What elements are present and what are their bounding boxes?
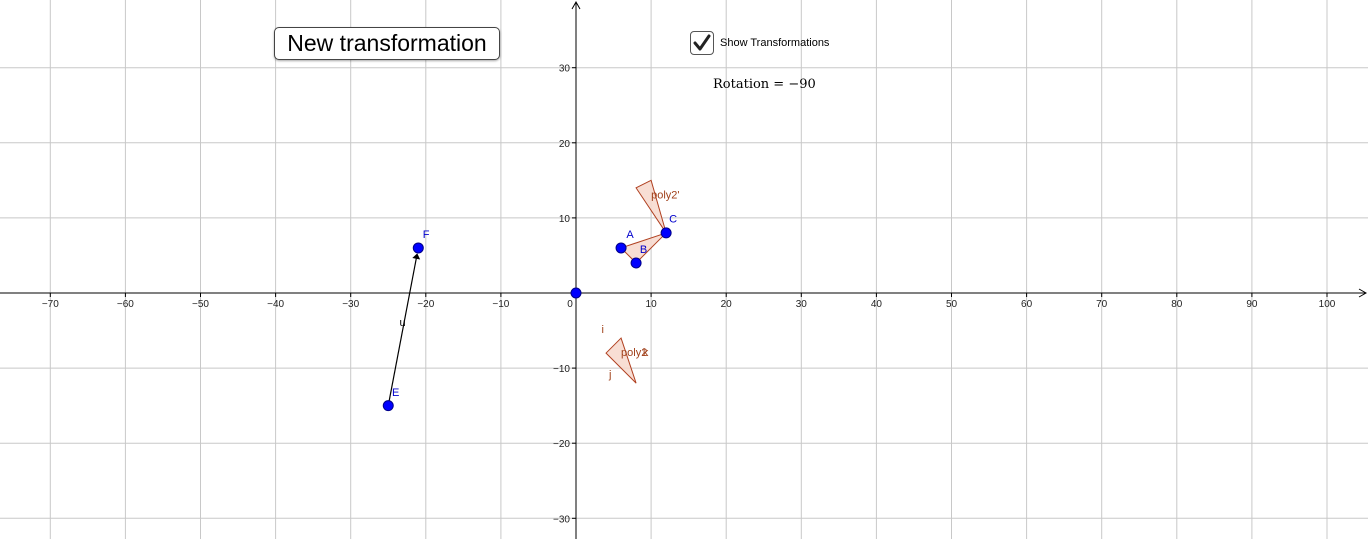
x-tick-label: −60 [117,299,134,310]
x-tick-label: −40 [267,299,284,310]
x-tick-label: 100 [1319,299,1336,310]
polygon-abc[interactable] [620,232,667,264]
point-label-A: A [626,229,634,241]
x-tick-label: −70 [42,299,59,310]
segment-label-i: i [602,324,604,336]
poly2-prime-label: poly2' [651,189,679,201]
y-tick-label: 10 [559,214,571,225]
y-axis-arrow-icon [571,0,581,10]
point-A[interactable] [615,242,627,254]
polygon-poly2[interactable] [605,337,637,384]
vector-label-u: u [400,317,406,329]
rotation-readout: Rotation = −90 [713,77,816,92]
polygon-poly2-prime[interactable] [635,179,667,234]
polygons[interactable] [605,179,667,384]
point-E[interactable] [382,400,394,412]
point-label-B: B [640,244,647,256]
rotation-value: −90 [788,77,816,92]
checkbox-box[interactable] [690,30,714,55]
y-tick-label: 30 [559,64,571,75]
object-labels: poly2 poly2' i j k u AB C E F [392,189,680,399]
x-tick-label: −50 [192,299,209,310]
x-tick-label: 20 [721,299,733,310]
checkbox-label: Show Transformations [720,36,830,49]
x-tick-label: 70 [1096,299,1108,310]
x-tick-label: 50 [946,299,958,310]
x-tick-label: −20 [417,299,434,310]
point-B[interactable] [630,257,642,269]
x-tick-label: 40 [871,299,883,310]
point-C[interactable] [660,227,672,239]
tick-labels: −70 −60 −50 −40 −30 −20 −10 0 10 20 30 40 50 60 70 80 90… [42,64,1336,526]
y-tick-label: −10 [553,364,570,375]
y-tick-label: −20 [553,439,570,450]
vector-u[interactable] [387,253,421,406]
x-tick-label: 80 [1171,299,1183,310]
rotation-label: Rotation [713,77,770,92]
point-F[interactable] [412,242,424,254]
point-origin[interactable] [570,287,582,299]
vector-line[interactable] [387,254,418,406]
x-tick-label: −30 [342,299,359,310]
new-transformation-button[interactable]: New transformation [274,27,500,60]
points[interactable] [382,227,672,412]
point-label-F: F [423,229,430,241]
point-label-E: E [392,387,399,399]
x-tick-label: 0 [567,299,573,310]
y-tick-label: 20 [559,139,571,150]
y-tick-label: −30 [553,514,570,525]
x-tick-label: −10 [492,299,509,310]
x-axis-arrow-icon [1358,288,1368,298]
show-transformations-checkbox[interactable]: Show Transformations [690,29,829,56]
poly2-label: poly2 [621,347,647,359]
segment-label-j: j [608,369,611,381]
x-tick-label: 10 [646,299,658,310]
point-label-C: C [669,213,677,225]
x-tick-label: 90 [1246,299,1258,310]
x-tick-label: 60 [1021,299,1033,310]
vector-arrowhead-icon [412,253,421,260]
segment-label-k: k [643,347,649,359]
x-tick-label: 30 [796,299,808,310]
checkmark-icon [693,34,711,50]
